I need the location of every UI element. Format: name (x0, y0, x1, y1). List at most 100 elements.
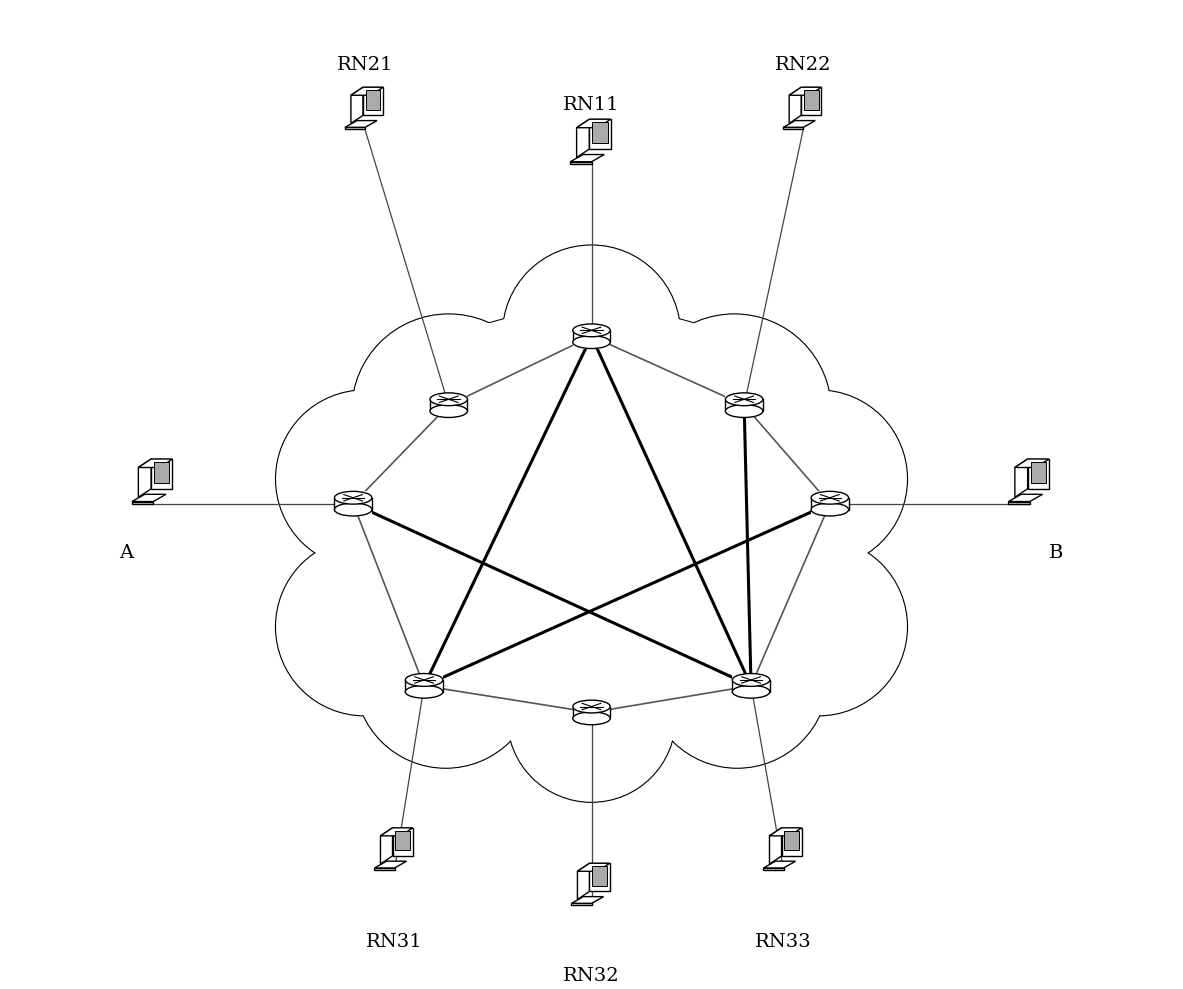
Ellipse shape (315, 309, 868, 728)
Polygon shape (763, 861, 796, 868)
Polygon shape (1015, 459, 1028, 497)
FancyBboxPatch shape (573, 700, 610, 725)
Ellipse shape (573, 324, 610, 336)
Polygon shape (1008, 494, 1042, 501)
Circle shape (276, 391, 453, 568)
Polygon shape (769, 828, 802, 836)
Circle shape (276, 538, 453, 715)
Circle shape (638, 315, 830, 507)
Text: RN21: RN21 (337, 56, 393, 74)
Polygon shape (351, 87, 363, 124)
Polygon shape (132, 494, 166, 501)
Polygon shape (589, 120, 610, 149)
Circle shape (355, 586, 536, 767)
Polygon shape (1028, 459, 1049, 489)
Polygon shape (763, 868, 783, 870)
FancyBboxPatch shape (812, 492, 848, 516)
Ellipse shape (406, 685, 442, 698)
Circle shape (647, 586, 828, 767)
Polygon shape (804, 90, 819, 110)
Polygon shape (366, 90, 380, 110)
Polygon shape (375, 861, 407, 868)
Text: RN32: RN32 (563, 967, 620, 985)
Polygon shape (132, 501, 154, 503)
Circle shape (508, 634, 675, 802)
Polygon shape (345, 128, 366, 130)
Polygon shape (571, 897, 603, 904)
Text: B: B (1049, 544, 1064, 562)
Polygon shape (576, 120, 589, 157)
Text: RN11: RN11 (563, 96, 620, 114)
FancyBboxPatch shape (812, 497, 848, 509)
Ellipse shape (812, 492, 848, 504)
Ellipse shape (573, 700, 610, 713)
Polygon shape (782, 828, 802, 855)
Circle shape (638, 315, 830, 507)
Polygon shape (570, 162, 592, 164)
Polygon shape (769, 828, 782, 864)
FancyBboxPatch shape (725, 393, 763, 417)
Polygon shape (138, 459, 151, 497)
FancyBboxPatch shape (406, 674, 442, 698)
Circle shape (503, 245, 680, 422)
Circle shape (730, 391, 907, 568)
Polygon shape (577, 863, 609, 871)
Circle shape (730, 538, 907, 715)
Circle shape (276, 538, 453, 715)
FancyBboxPatch shape (732, 680, 770, 691)
Polygon shape (138, 459, 173, 468)
Polygon shape (570, 154, 605, 162)
Circle shape (353, 315, 545, 507)
Polygon shape (789, 87, 821, 95)
Polygon shape (576, 120, 610, 128)
Circle shape (730, 538, 907, 715)
Polygon shape (577, 863, 589, 899)
Polygon shape (381, 828, 413, 836)
Ellipse shape (812, 503, 848, 516)
Polygon shape (395, 831, 409, 851)
Polygon shape (801, 87, 821, 116)
Polygon shape (1030, 462, 1046, 483)
Polygon shape (1015, 459, 1049, 468)
Circle shape (730, 391, 907, 568)
FancyBboxPatch shape (406, 680, 442, 691)
Ellipse shape (573, 712, 610, 725)
Text: RN33: RN33 (755, 933, 812, 950)
Circle shape (508, 635, 675, 802)
Ellipse shape (429, 393, 467, 405)
Polygon shape (393, 828, 413, 855)
Polygon shape (783, 121, 815, 128)
Polygon shape (151, 459, 173, 489)
Ellipse shape (725, 405, 763, 417)
Ellipse shape (406, 674, 442, 686)
FancyBboxPatch shape (725, 400, 763, 411)
Circle shape (503, 245, 680, 422)
Ellipse shape (335, 492, 371, 504)
FancyBboxPatch shape (732, 674, 770, 698)
Polygon shape (783, 128, 803, 130)
Ellipse shape (335, 503, 371, 516)
FancyBboxPatch shape (573, 330, 610, 342)
Ellipse shape (429, 405, 467, 417)
Polygon shape (345, 121, 377, 128)
Polygon shape (784, 831, 799, 851)
Circle shape (647, 586, 828, 767)
Ellipse shape (732, 685, 770, 698)
FancyBboxPatch shape (335, 497, 371, 509)
Polygon shape (593, 123, 608, 143)
FancyBboxPatch shape (335, 492, 371, 516)
Polygon shape (593, 866, 607, 886)
Polygon shape (363, 87, 383, 116)
Polygon shape (1008, 501, 1029, 503)
FancyBboxPatch shape (573, 706, 610, 718)
Circle shape (276, 391, 453, 568)
Circle shape (353, 315, 545, 507)
FancyBboxPatch shape (429, 400, 467, 411)
Text: RN22: RN22 (775, 56, 832, 74)
Polygon shape (351, 87, 383, 95)
Polygon shape (571, 904, 592, 906)
Polygon shape (154, 462, 169, 483)
Ellipse shape (732, 674, 770, 686)
FancyBboxPatch shape (429, 393, 467, 417)
Polygon shape (381, 828, 393, 864)
